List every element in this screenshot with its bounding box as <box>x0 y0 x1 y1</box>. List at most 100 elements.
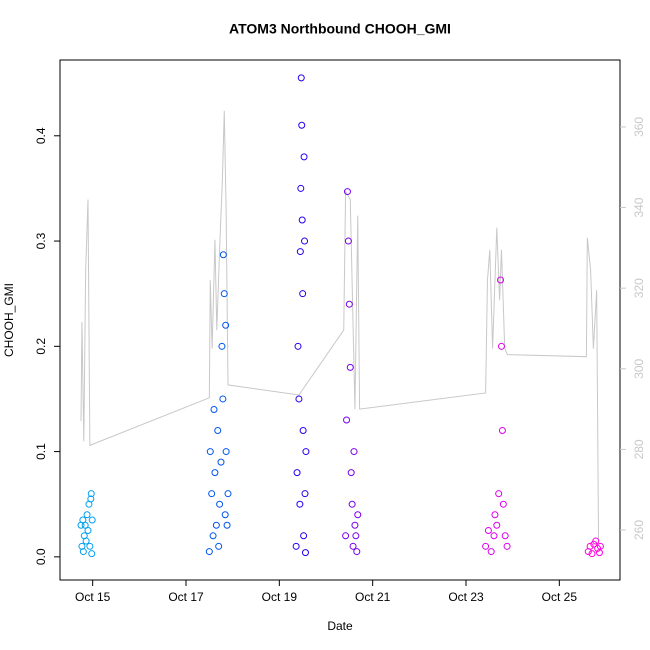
point <box>297 184 305 192</box>
y-tick-label: 0.2 <box>34 338 48 355</box>
point <box>353 548 361 556</box>
point <box>224 490 232 498</box>
x-tick-label: Oct 15 <box>75 590 111 604</box>
point <box>220 290 228 298</box>
point <box>495 490 503 498</box>
point <box>354 511 362 519</box>
point <box>487 548 495 556</box>
point <box>82 537 90 545</box>
point <box>351 521 359 529</box>
point <box>349 542 357 550</box>
point <box>300 153 308 161</box>
point <box>501 532 509 540</box>
point <box>503 542 511 550</box>
point <box>212 521 220 529</box>
point <box>88 550 96 558</box>
x-tick-label: Oct 25 <box>542 590 578 604</box>
point <box>210 405 218 413</box>
point <box>586 542 594 550</box>
y-tick-label: 0.3 <box>34 232 48 249</box>
point <box>292 542 300 550</box>
point <box>352 532 360 540</box>
point <box>493 521 501 529</box>
point <box>295 395 303 403</box>
x-tick-label: Oct 19 <box>262 590 298 604</box>
point <box>343 188 351 196</box>
line <box>80 110 600 541</box>
point <box>217 458 225 466</box>
y-tick-label: 0.1 <box>34 443 48 460</box>
y2-tick-label: 320 <box>632 278 646 298</box>
point <box>81 521 89 529</box>
point <box>299 290 307 298</box>
point <box>296 500 304 508</box>
point <box>596 542 604 550</box>
point <box>219 251 227 259</box>
point <box>218 342 226 350</box>
point <box>499 500 507 508</box>
point <box>87 490 95 498</box>
point <box>222 321 230 329</box>
point <box>297 74 305 82</box>
point <box>301 549 309 557</box>
point <box>293 469 301 477</box>
point <box>482 542 490 550</box>
point <box>211 469 219 477</box>
point <box>497 276 505 284</box>
point <box>300 532 308 540</box>
point <box>88 516 96 524</box>
point <box>208 490 216 498</box>
point <box>83 511 91 519</box>
point <box>348 500 356 508</box>
point <box>350 448 358 456</box>
y-tick-label: 0.0 <box>34 548 48 565</box>
point <box>342 532 350 540</box>
x-tick-label: Oct 21 <box>355 590 391 604</box>
point <box>206 448 214 456</box>
point <box>347 469 355 477</box>
point <box>216 500 224 508</box>
point <box>497 342 505 350</box>
point <box>592 537 600 545</box>
x-axis-label: Date <box>327 619 353 633</box>
point <box>301 237 309 245</box>
point <box>498 427 506 435</box>
point <box>344 237 352 245</box>
point <box>221 511 229 519</box>
chart-title: ATOM3 Northbound CHOOH_GMI <box>229 21 451 37</box>
point <box>209 532 217 540</box>
point <box>298 216 306 224</box>
point <box>343 416 351 424</box>
point <box>345 300 353 308</box>
y-tick-label: 0.4 <box>34 127 48 144</box>
y2-tick-label: 340 <box>632 197 646 217</box>
point <box>588 550 596 558</box>
x-tick-label: Oct 17 <box>168 590 204 604</box>
plot-frame <box>59 59 621 581</box>
point <box>86 542 94 550</box>
y2-tick-label: 360 <box>632 117 646 137</box>
point <box>298 121 306 129</box>
y2-tick-label: 300 <box>632 358 646 378</box>
point <box>222 448 230 456</box>
y-axis-label: CHOOH_GMI <box>2 283 16 357</box>
point <box>84 527 92 535</box>
x-tick-label: Oct 23 <box>448 590 484 604</box>
point <box>491 511 499 519</box>
y2-tick-label: 280 <box>632 439 646 459</box>
point <box>79 548 87 556</box>
point <box>294 342 302 350</box>
point <box>299 427 307 435</box>
point <box>490 532 498 540</box>
y2-tick-label: 260 <box>632 520 646 540</box>
point <box>219 395 227 403</box>
point <box>215 542 223 550</box>
point <box>301 490 309 498</box>
point <box>87 495 95 503</box>
point <box>214 427 222 435</box>
point <box>205 548 213 556</box>
point <box>302 448 310 456</box>
point <box>484 527 492 535</box>
point <box>223 521 231 529</box>
point <box>296 248 304 256</box>
